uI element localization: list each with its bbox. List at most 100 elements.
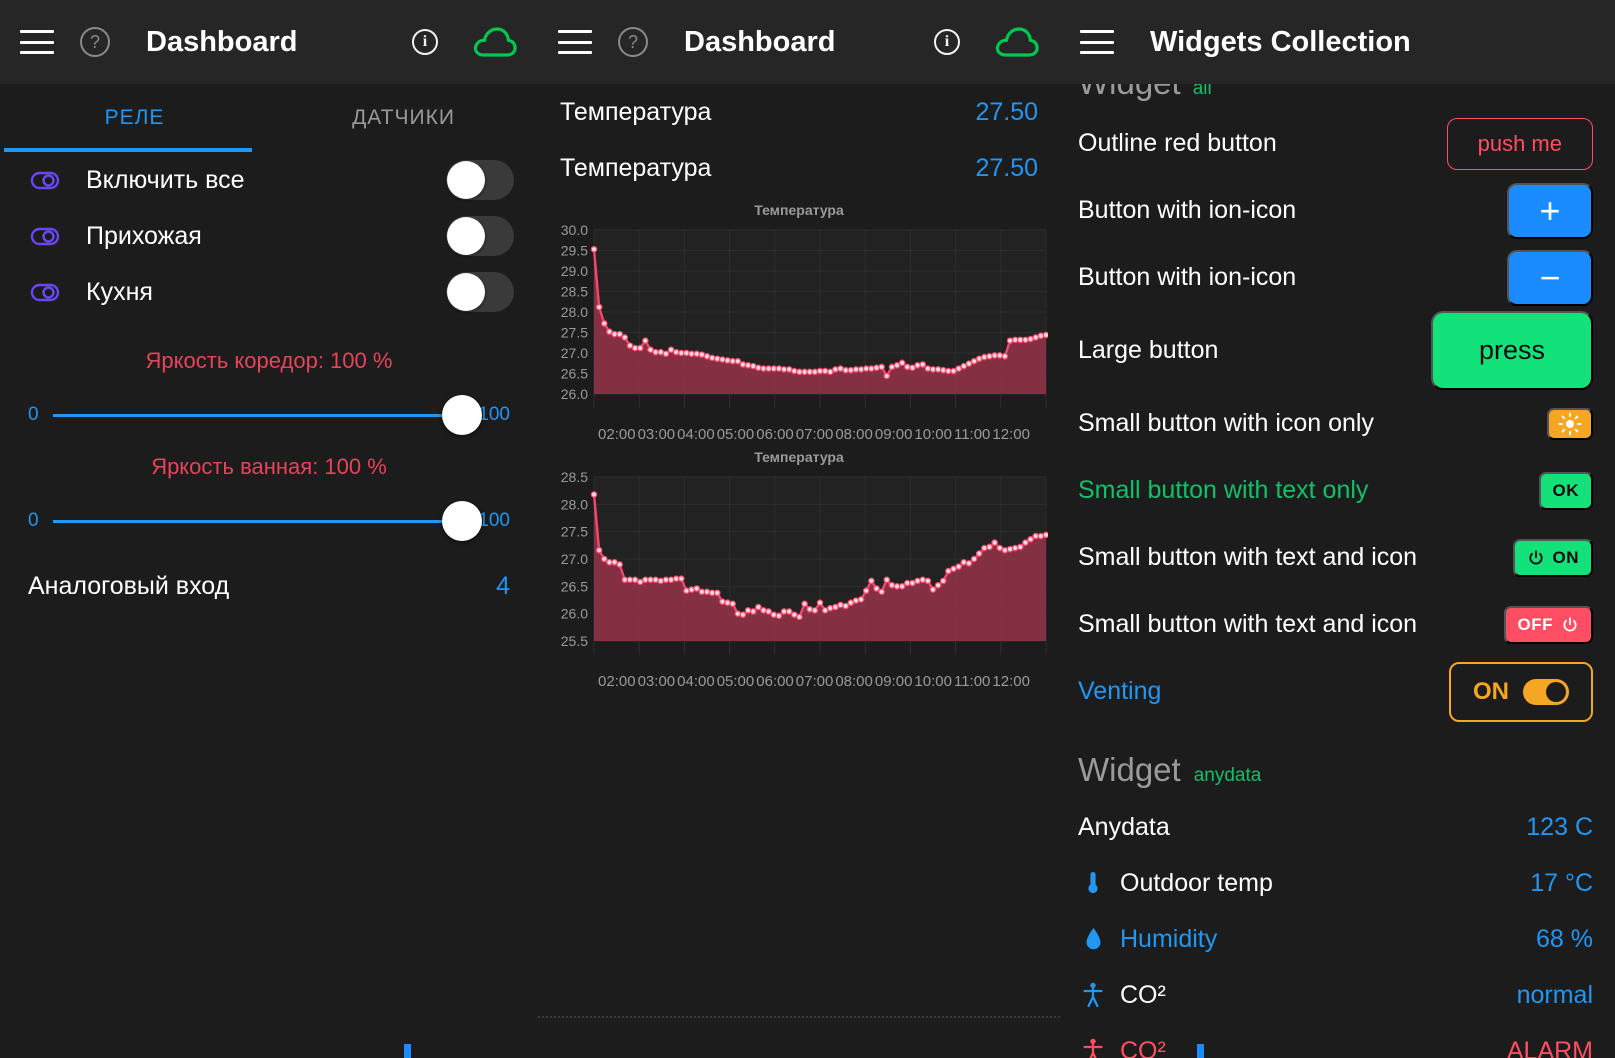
clipped-header-sub: all xyxy=(1192,84,1212,99)
venting-switch[interactable] xyxy=(1523,678,1569,705)
slider-knob[interactable] xyxy=(442,501,483,541)
switch-knob xyxy=(1546,681,1566,702)
right-topbar: Widgets Collection xyxy=(1060,0,1615,84)
chart-xtick-label: 06:00 xyxy=(756,426,794,443)
hamburger-menu-icon[interactable] xyxy=(1080,30,1114,54)
slider-koredor[interactable]: 0 100 xyxy=(0,395,538,435)
widget-row-plus-button: Button with ion-icon + xyxy=(1060,177,1615,244)
relay-switch[interactable] xyxy=(446,160,514,200)
plus-icon: + xyxy=(1539,189,1561,231)
chart-xtick-label: 12:00 xyxy=(992,426,1030,443)
relay-row-prihozhaya[interactable]: Прихожая xyxy=(0,208,538,264)
bottom-indicator-left xyxy=(404,1044,411,1058)
svg-text:27.5: 27.5 xyxy=(561,325,588,341)
tab-rele[interactable]: РЕЛЕ xyxy=(104,106,165,129)
push-me-button[interactable]: push me xyxy=(1446,117,1593,170)
help-circle-icon[interactable]: ? xyxy=(80,27,110,57)
value-number: 27.50 xyxy=(975,153,1038,182)
power-on-button[interactable]: ON xyxy=(1512,538,1593,577)
chart-xtick-label: 02:00 xyxy=(598,673,636,690)
widget-row-label: Small button with text and icon xyxy=(1078,543,1418,571)
press-button[interactable]: press xyxy=(1430,311,1593,390)
hamburger-menu-icon[interactable] xyxy=(558,30,592,54)
slider-max-label: 100 xyxy=(478,404,510,425)
bottom-divider xyxy=(538,1016,1060,1018)
data-row-outdoor-temp: Outdoor temp 17 °C xyxy=(1060,855,1615,911)
relay-label: Включить все xyxy=(86,165,245,194)
help-circle-icon[interactable]: ? xyxy=(618,27,648,57)
slider-max-label: 100 xyxy=(478,510,510,531)
chart-xtick-label: 12:00 xyxy=(992,673,1030,690)
ok-button[interactable]: OK xyxy=(1538,471,1593,510)
sun-icon-button[interactable] xyxy=(1547,407,1593,440)
slider-vannaya[interactable]: 0 100 xyxy=(0,501,538,541)
switch-knob xyxy=(447,217,485,255)
relay-row-vkluchit-vse[interactable]: Включить все xyxy=(0,152,538,208)
chart-xtick-label: 09:00 xyxy=(874,426,913,443)
page-title: Dashboard xyxy=(146,25,298,58)
widget-row-label: Venting xyxy=(1078,677,1162,705)
hamburger-menu-icon[interactable] xyxy=(20,30,54,54)
svg-text:26.0: 26.0 xyxy=(561,386,588,402)
value-label: Температура xyxy=(560,97,712,126)
info-circle-icon[interactable]: i xyxy=(934,29,960,55)
slider-track[interactable] xyxy=(52,501,483,541)
chart-canvas: 28.5 28.0 27.5 27.0 26.5 26.0 25.5 xyxy=(561,469,1048,655)
relay-row-kuhnya[interactable]: Кухня xyxy=(0,264,538,320)
relay-label: Кухня xyxy=(86,277,153,306)
chart-xtick-label: 05:00 xyxy=(716,426,755,443)
widget-row-on-button: Small button with text and icon ON xyxy=(1060,524,1615,591)
widget-anydata-header: Widget anydata xyxy=(1060,725,1615,799)
data-row-label: Outdoor temp xyxy=(1120,868,1273,897)
chart-xtick-label: 06:00 xyxy=(756,673,794,690)
chart-xtick-label: 10:00 xyxy=(914,426,952,443)
svg-text:28.0: 28.0 xyxy=(561,496,588,512)
relay-sensor-tabs[interactable]: РЕЛЕ ДАТЧИКИ xyxy=(0,84,538,152)
plus-icon-button[interactable]: + xyxy=(1507,182,1593,239)
venting-state-label: ON xyxy=(1473,677,1509,705)
svg-text:28.5: 28.5 xyxy=(561,284,588,300)
widget-row-text-only-button: Small button with text only OK xyxy=(1060,457,1615,524)
chart-xtick-label: 07:00 xyxy=(795,673,834,690)
slider-min-label: 0 xyxy=(28,510,39,531)
power-off-button[interactable]: OFF xyxy=(1503,605,1593,644)
widget-row-label: Small button with text and icon xyxy=(1078,610,1418,638)
left-topbar: ? Dashboard i xyxy=(0,0,538,84)
widget-header-main: Widget xyxy=(1078,751,1181,788)
toggle-outline-icon xyxy=(30,283,60,302)
analog-input-row: Аналоговый вход 4 xyxy=(0,558,538,614)
svg-text:27.5: 27.5 xyxy=(561,524,588,540)
venting-toggle-button[interactable]: ON xyxy=(1449,661,1593,722)
panel-widgets-collection: Widgets Collection Widget all Outline re… xyxy=(1060,0,1615,1058)
data-row-value: ALARM xyxy=(1506,1036,1593,1058)
thermometer-icon xyxy=(1078,870,1108,896)
minus-icon-button[interactable]: − xyxy=(1507,249,1593,306)
svg-text:26.0: 26.0 xyxy=(561,606,588,622)
chart-xtick-label: 07:00 xyxy=(795,426,834,443)
analog-input-value: 4 xyxy=(496,571,510,600)
info-circle-icon[interactable]: i xyxy=(412,29,438,55)
slider-knob[interactable] xyxy=(442,395,483,435)
cloud-outline-icon[interactable] xyxy=(994,25,1040,59)
relay-switch[interactable] xyxy=(446,216,514,256)
widget-row-label: Large button xyxy=(1078,336,1219,364)
mid-topbar: ? Dashboard i xyxy=(538,0,1060,84)
widget-row-label: Outline red button xyxy=(1078,129,1277,157)
svg-text:27.0: 27.0 xyxy=(561,551,588,567)
widget-row-icon-only-button: Small button with icon only xyxy=(1060,390,1615,457)
relay-label: Прихожая xyxy=(86,221,202,250)
tab-datchiki[interactable]: ДАТЧИКИ xyxy=(352,106,455,129)
temperature-chart-1: Температура 30.0 29.5 29.0 28.5 28.0 27.5 27.0… xyxy=(538,202,1060,443)
chart-xtick-label: 08:00 xyxy=(835,426,873,443)
cloud-outline-icon[interactable] xyxy=(472,25,518,59)
toggle-outline-icon xyxy=(30,227,60,246)
relay-switch[interactable] xyxy=(446,272,514,312)
svg-text:25.5: 25.5 xyxy=(561,633,588,649)
widget-header-sub: anydata xyxy=(1193,765,1262,786)
power-on-label: ON xyxy=(1552,547,1579,567)
widget-row-large-button: Large button press xyxy=(1060,311,1615,390)
slider-track[interactable] xyxy=(52,395,483,435)
widget-row-minus-button: Button with ion-icon − xyxy=(1060,244,1615,311)
data-row-label: CO² xyxy=(1120,980,1166,1009)
